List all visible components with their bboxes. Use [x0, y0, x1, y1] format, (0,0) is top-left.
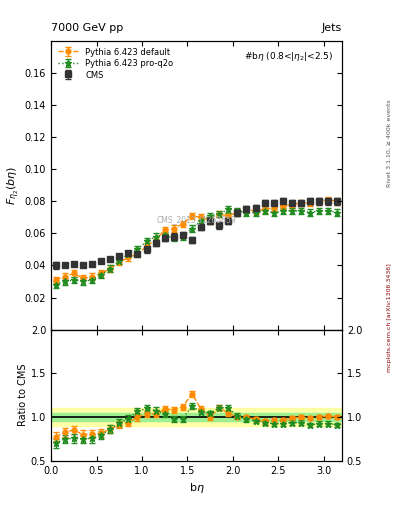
Text: Rivet 3.1.10, ≥ 400k events: Rivet 3.1.10, ≥ 400k events	[387, 99, 391, 187]
Text: Jets: Jets	[321, 23, 342, 33]
Y-axis label: Ratio to CMS: Ratio to CMS	[18, 364, 28, 426]
Text: CMS_2013_I1265659: CMS_2013_I1265659	[157, 216, 236, 224]
Text: mcplots.cern.ch [arXiv:1306.3436]: mcplots.cern.ch [arXiv:1306.3436]	[387, 263, 391, 372]
Text: #b$\eta$ (0.8<|$\eta_2$|<2.5): #b$\eta$ (0.8<|$\eta_2$|<2.5)	[244, 50, 333, 62]
Text: 7000 GeV pp: 7000 GeV pp	[51, 23, 123, 33]
Y-axis label: $F_{\eta_2}(b\eta)$: $F_{\eta_2}(b\eta)$	[6, 166, 22, 205]
Legend: Pythia 6.423 default, Pythia 6.423 pro-q2o, CMS: Pythia 6.423 default, Pythia 6.423 pro-q…	[55, 45, 176, 82]
X-axis label: b$\eta$: b$\eta$	[189, 481, 204, 495]
